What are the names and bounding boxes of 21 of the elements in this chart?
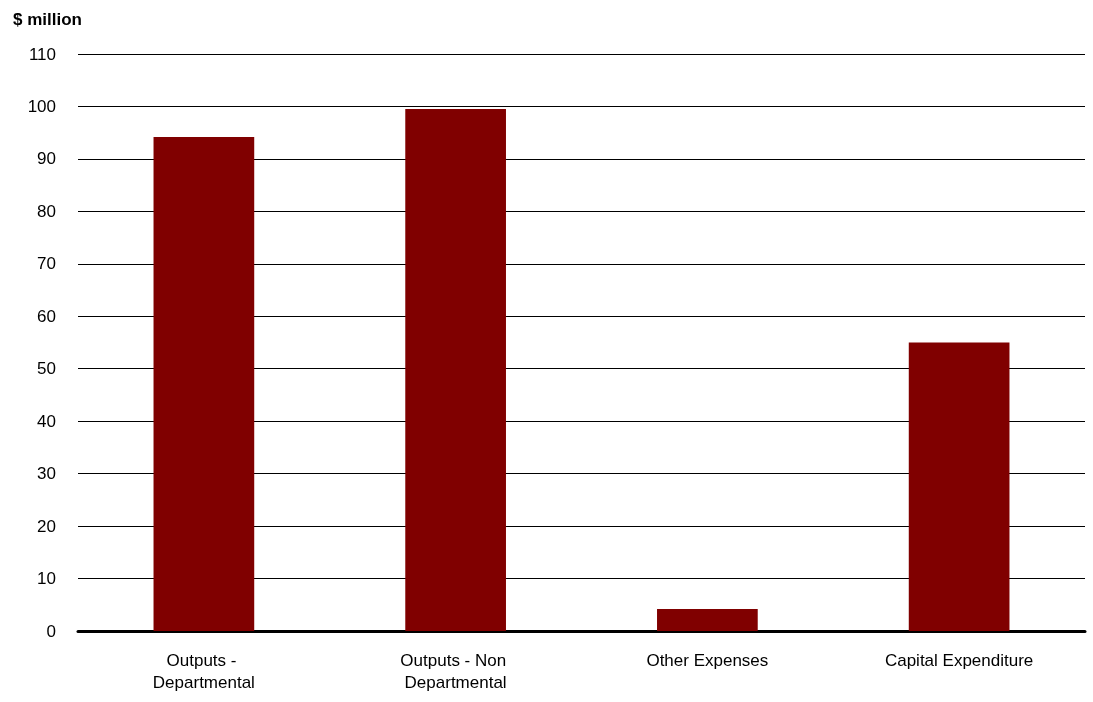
y-tick-label: 10 [37,569,56,589]
y-tick-label: 90 [37,149,56,169]
x-tick-label: Outputs - Departmental [152,650,255,692]
x-tick-label: Capital Expenditure [884,650,1034,670]
x-tick-label: Other Expenses [646,650,769,670]
x-tick-label: Outputs - Non Departmental [400,650,511,692]
y-tick-label: 80 [37,201,56,221]
bar [153,136,255,631]
y-tick-label: 40 [37,411,56,431]
y-tick-label: 30 [37,464,56,484]
y-axis-title: $ million [13,10,82,29]
y-tick-label: 60 [37,306,56,326]
y-tick-label: 20 [37,516,56,536]
bar [657,608,758,631]
y-tick-label: 70 [37,254,56,274]
bar [405,109,506,631]
bar [908,342,1010,631]
y-tick-label: 110 [28,44,56,64]
y-tick-label: 50 [37,359,56,379]
y-tick-label: 100 [27,96,56,116]
y-tick-label: 0 [46,621,56,641]
